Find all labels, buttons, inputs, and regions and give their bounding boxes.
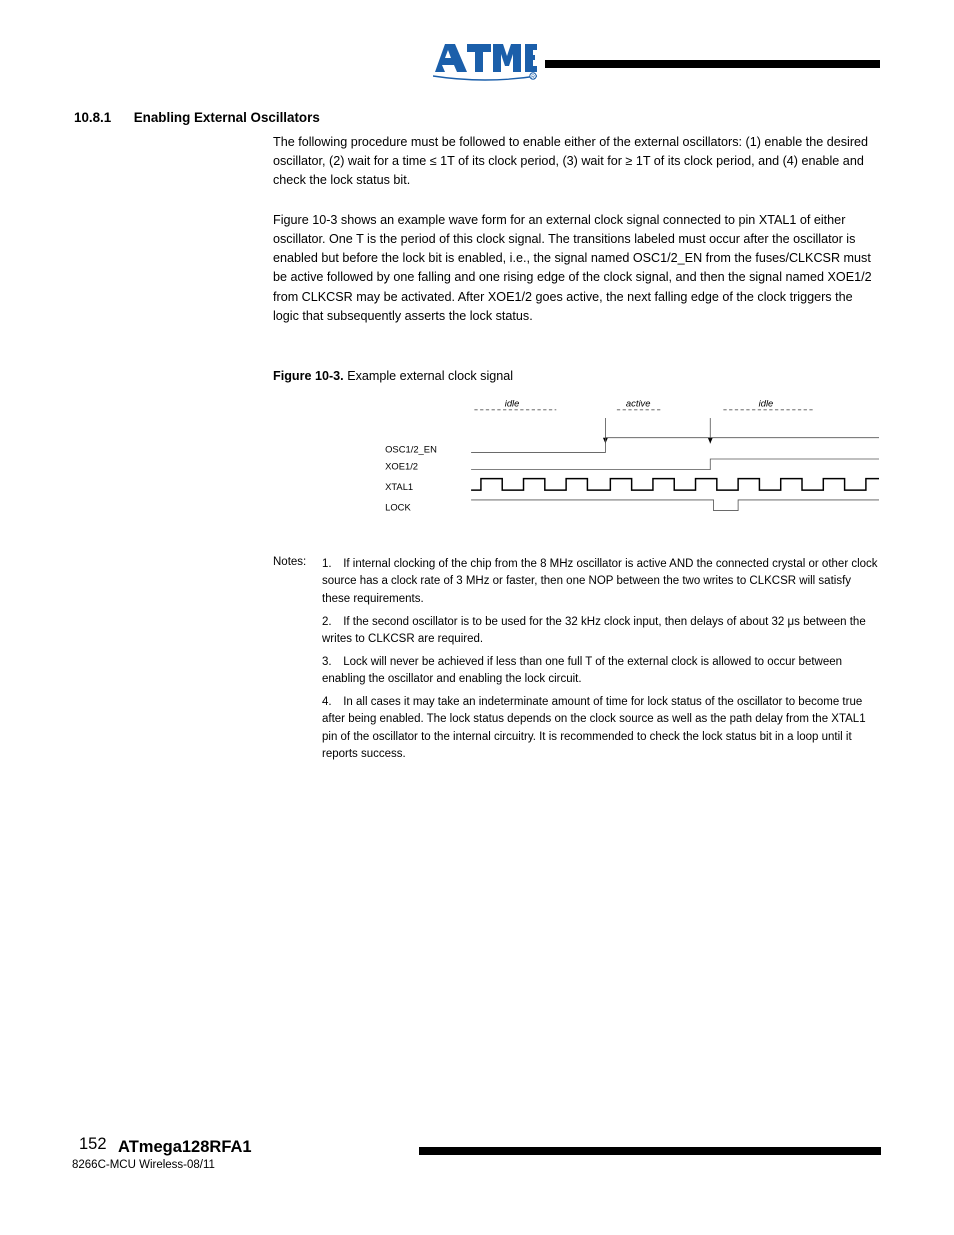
note-3-num: 3. (322, 654, 340, 671)
section-number: 10.8.1 (74, 110, 130, 125)
note-4-num: 4. (322, 694, 340, 711)
svg-text:R: R (531, 75, 535, 81)
section-para-2: Figure 10-3 shows an example wave form f… (273, 211, 881, 326)
atmel-logo: R (433, 42, 537, 87)
note-4-text: In all cases it may take an indeterminat… (322, 696, 866, 760)
note-2-num: 2. (322, 614, 340, 631)
note-3: 3. Lock will never be achieved if less t… (322, 654, 880, 689)
svg-text:LOCK: LOCK (385, 502, 411, 513)
note-2-text: If the second oscillator is to be used f… (322, 616, 866, 645)
svg-text:XOE1/2: XOE1/2 (385, 461, 418, 472)
page-number: 152 (79, 1135, 107, 1154)
note-4: 4. In all cases it may take an indetermi… (322, 694, 880, 764)
note-2: 2. If the second oscillator is to be use… (322, 614, 880, 649)
note-3-text: Lock will never be achieved if less than… (322, 656, 842, 685)
section-heading: 10.8.1 Enabling External Oscillators (74, 110, 320, 125)
footer-product: ATmega128RFA1 (118, 1135, 252, 1160)
svg-text:active: active (626, 398, 651, 409)
svg-text:idle: idle (759, 398, 774, 409)
svg-text:OSC1/2_EN: OSC1/2_EN (385, 443, 437, 454)
svg-text:XTAL1: XTAL1 (385, 481, 413, 492)
note-1: 1. If internal clocking of the chip from… (322, 556, 880, 608)
timing-diagram: idle active idle OSC1/2_EN XOE1/2 XTAL1 LOCK (381, 378, 879, 558)
section-title: Enabling External Oscillators (134, 110, 320, 125)
svg-text:idle: idle (505, 398, 520, 409)
footer-rule (419, 1147, 881, 1155)
note-1-num: 1. (322, 556, 340, 573)
footer-doc-id: 8266C-MCU Wireless-08/11 (72, 1159, 215, 1171)
notes-heading: Notes: (273, 556, 306, 568)
section-para-1: The following procedure must be followed… (273, 133, 881, 190)
figure-label: Figure 10-3. (273, 369, 344, 383)
header-rule (545, 60, 880, 68)
note-1-text: If internal clocking of the chip from th… (322, 558, 878, 605)
